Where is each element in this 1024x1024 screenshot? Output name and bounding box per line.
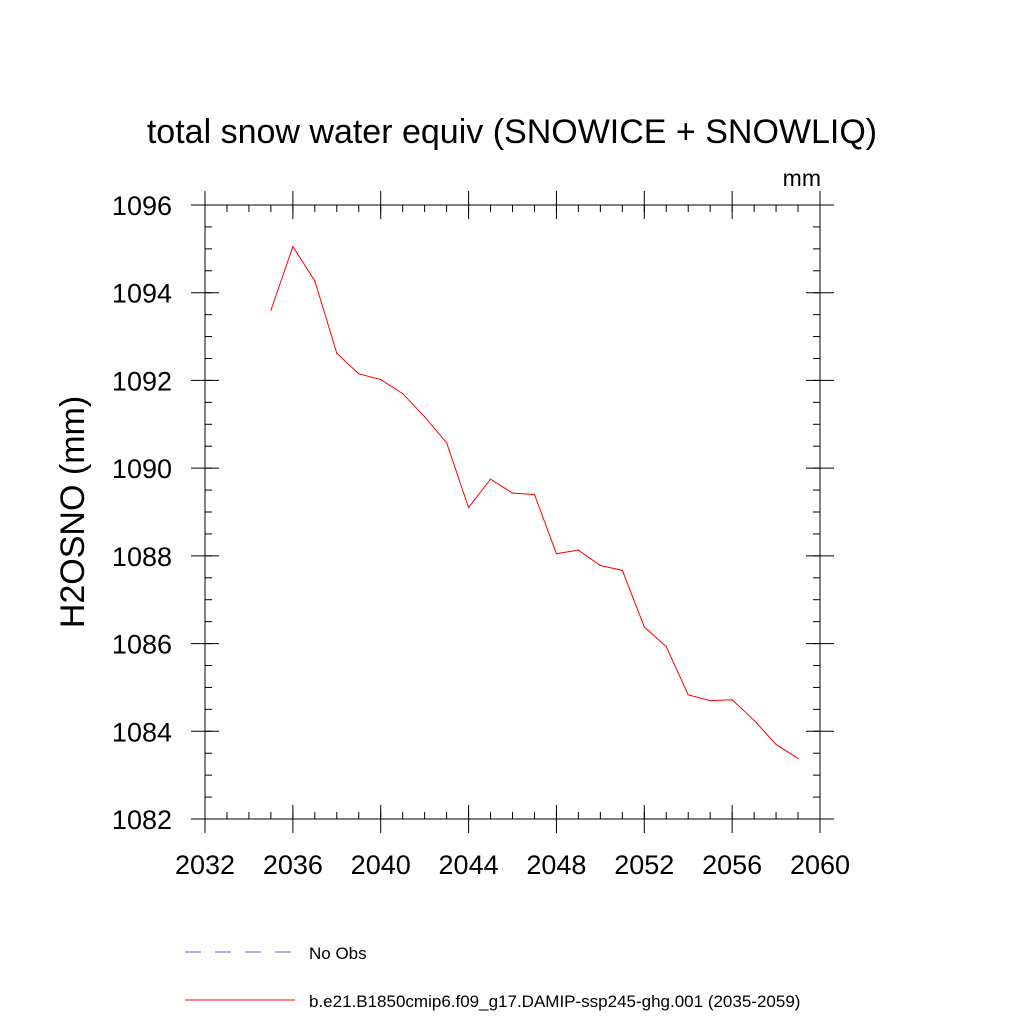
series-line-0 xyxy=(270,245,799,759)
data-point xyxy=(467,507,470,509)
y-axis-label: H2OSNO (mm) xyxy=(54,396,92,628)
data-point xyxy=(599,564,601,567)
units-label: mm xyxy=(783,165,821,191)
y-tick-label: 1092 xyxy=(112,366,172,396)
x-tick-label: 2036 xyxy=(263,850,323,880)
series-layer xyxy=(270,245,799,760)
data-point xyxy=(446,442,448,444)
data-point xyxy=(555,553,558,555)
data-point xyxy=(380,378,382,381)
x-tick-label: 2048 xyxy=(526,850,586,880)
x-tick-label: 2056 xyxy=(702,850,762,880)
data-point xyxy=(511,492,514,494)
y-tick-label: 1094 xyxy=(112,279,172,309)
data-point xyxy=(489,478,492,480)
data-point xyxy=(709,699,711,702)
legend-label-0: No Obs xyxy=(309,944,367,963)
chart-title: total snow water equiv (SNOWICE + SNOWLI… xyxy=(147,113,877,151)
plot-frame xyxy=(204,204,821,820)
y-tick-label: 1088 xyxy=(112,542,172,572)
x-tick-label: 2040 xyxy=(351,850,411,880)
legend-label-1: b.e21.B1850cmip6.f09_g17.DAMIP-ssp245-gh… xyxy=(309,992,800,1011)
x-tick-label: 2052 xyxy=(614,850,674,880)
data-point xyxy=(775,743,777,746)
data-point xyxy=(731,699,733,701)
data-point xyxy=(270,309,272,311)
data-point xyxy=(314,280,316,282)
data-point xyxy=(687,694,689,696)
y-tick-label: 1090 xyxy=(112,454,172,484)
plot-axes: 2032 2036 2040 2044 2048 2052 2056 2060 1082 1084… xyxy=(112,191,850,880)
data-point xyxy=(621,569,623,571)
data-point xyxy=(358,373,360,375)
y-tick-label: 1096 xyxy=(112,191,172,221)
data-point xyxy=(643,626,645,628)
x-tick-label: 2060 xyxy=(790,850,850,880)
data-point xyxy=(336,352,338,354)
data-point xyxy=(665,646,667,648)
x-tick-label: 2032 xyxy=(175,850,235,880)
y-tick-label: 1086 xyxy=(112,630,172,660)
legend: No Obs b.e21.B1850cmip6.f09_g17.DAMIP-ssp… xyxy=(185,944,800,1011)
data-point xyxy=(424,416,426,418)
x-tick-label: 2044 xyxy=(439,850,499,880)
y-tick-label: 1084 xyxy=(112,717,172,747)
data-point xyxy=(533,493,536,496)
data-point xyxy=(577,549,579,551)
data-point xyxy=(753,719,755,721)
data-point xyxy=(292,246,294,248)
data-point xyxy=(402,392,404,395)
data-point xyxy=(797,757,799,760)
y-tick-label: 1082 xyxy=(112,805,172,835)
